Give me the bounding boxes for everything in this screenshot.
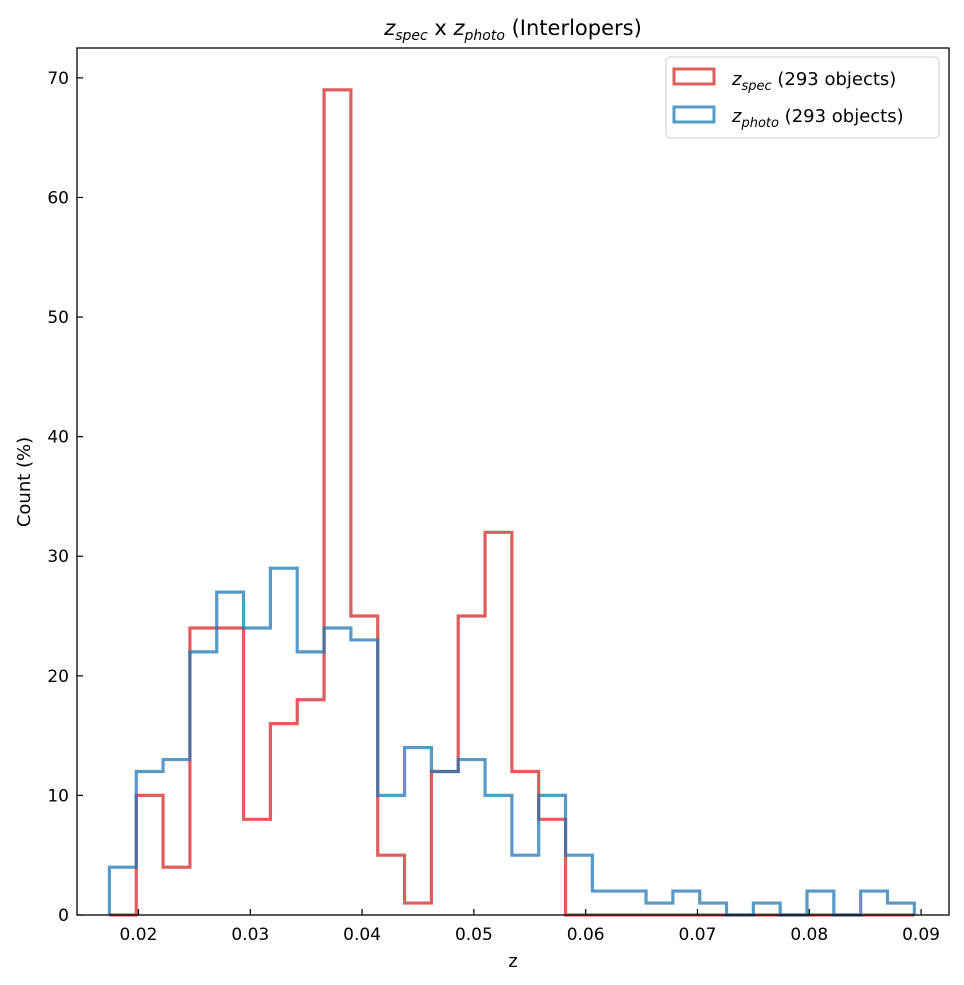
- x-tick-label: 0.02: [120, 925, 158, 945]
- y-tick-label: 40: [47, 428, 69, 448]
- y-tick-label: 70: [47, 69, 69, 89]
- legend-photo-count: (293 objects): [779, 106, 904, 127]
- chart-title: zspec x zphoto (Interlopers): [383, 16, 642, 44]
- x-axis-label: z: [508, 951, 517, 972]
- title-spec-subscript: spec: [395, 28, 428, 44]
- legend-spec-count: (293 objects): [772, 69, 897, 90]
- legend-photo-subscript: photo: [740, 116, 779, 131]
- title-photo-subscript: photo: [464, 28, 505, 44]
- y-tick-label: 50: [47, 308, 69, 328]
- title-spec-symbol: z: [383, 16, 396, 40]
- x-tick-label: 0.06: [567, 925, 605, 945]
- x-tick-label: 0.05: [455, 925, 493, 945]
- legend: zspec (293 objects) zphoto (293 objects): [665, 56, 940, 139]
- legend-photo-symbol: z: [731, 106, 742, 127]
- y-tick-label: 30: [47, 547, 69, 567]
- legend-spec-subscript: spec: [741, 79, 771, 94]
- x-tick-label: 0.08: [790, 925, 828, 945]
- legend-swatch-spec: [672, 67, 716, 86]
- x-tick-label: 0.04: [343, 925, 381, 945]
- y-tick-label: 10: [47, 786, 69, 806]
- y-tick-label: 20: [47, 667, 69, 687]
- x-tick-label: 0.03: [231, 925, 269, 945]
- title-separator: x: [428, 16, 454, 40]
- title-photo-symbol: z: [453, 16, 466, 40]
- plot-frame: [76, 47, 950, 916]
- x-tick-label: 0.09: [902, 925, 940, 945]
- legend-spec-symbol: z: [731, 69, 742, 90]
- y-tick-label: 0: [58, 906, 69, 926]
- legend-frame: [665, 56, 940, 139]
- title-suffix: (Interlopers): [505, 16, 642, 40]
- legend-entry-photo: zphoto (293 objects): [731, 106, 904, 131]
- legend-entry-spec: zspec (293 objects): [731, 69, 896, 94]
- y-axis-label: Count (%): [14, 437, 35, 527]
- x-tick-label: 0.07: [679, 925, 717, 945]
- ticks-layer: 0.02 0.03 0.04 0.05 0.06 0.07 0.08 0.09 0 10 20 30 4…: [47, 69, 940, 945]
- legend-swatch-photo: [672, 105, 716, 124]
- y-tick-label: 60: [47, 188, 69, 208]
